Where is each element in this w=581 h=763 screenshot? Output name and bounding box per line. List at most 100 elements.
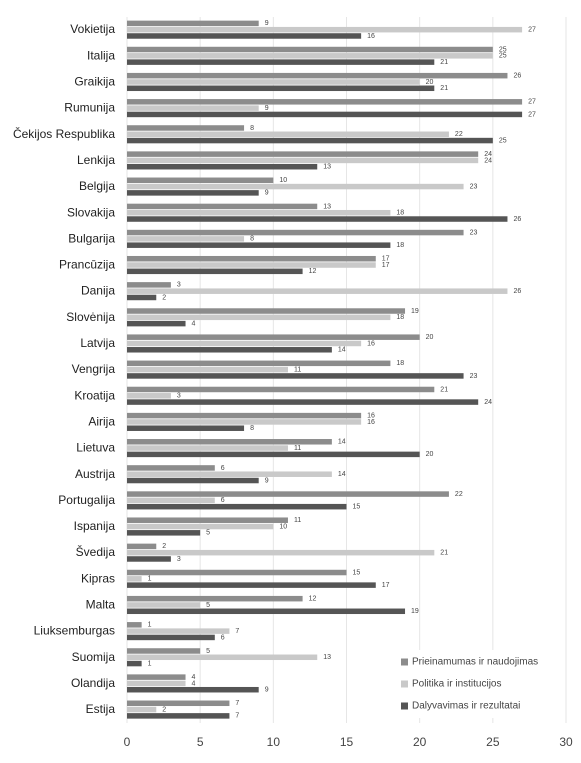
data-label: 1	[148, 660, 152, 667]
data-label: 20	[426, 79, 434, 86]
data-label: 3	[177, 393, 181, 400]
bar	[127, 334, 420, 340]
data-label: 8	[250, 236, 254, 243]
category-label: Kroatija	[74, 388, 115, 402]
data-label: 16	[367, 419, 375, 426]
category-label: Vokietija	[70, 22, 115, 36]
data-label: 1	[148, 622, 152, 629]
bar	[127, 59, 435, 65]
legend-swatch	[401, 658, 408, 666]
data-label: 17	[382, 256, 390, 263]
x-tick-label: 0	[124, 735, 131, 749]
data-label: 27	[528, 27, 536, 34]
data-label: 11	[294, 445, 301, 452]
bar	[127, 549, 435, 556]
data-label: 5	[206, 530, 210, 537]
data-label: 13	[323, 164, 331, 171]
bar	[127, 523, 274, 530]
x-tick-label: 30	[559, 735, 573, 749]
bar	[127, 608, 406, 615]
category-label: Lietuva	[76, 441, 115, 455]
data-label: 13	[323, 654, 331, 661]
bar	[127, 72, 508, 79]
data-label: 9	[265, 105, 269, 112]
bar	[127, 190, 259, 196]
data-label: 15	[353, 504, 361, 511]
bar	[127, 393, 171, 399]
bar	[127, 706, 157, 713]
data-label: 5	[206, 602, 210, 609]
category-label: Malta	[86, 598, 116, 612]
category-label: Slovėnija	[66, 310, 115, 324]
bar	[127, 216, 508, 222]
bar	[127, 209, 391, 216]
bar	[127, 491, 449, 497]
bar	[127, 157, 479, 164]
data-label: 23	[470, 373, 478, 380]
data-label: 19	[411, 608, 419, 615]
category-label: Kipras	[81, 571, 115, 585]
bar	[127, 602, 201, 608]
bar	[127, 419, 362, 425]
data-label: 22	[455, 491, 463, 498]
bar	[127, 288, 508, 294]
bar	[127, 137, 493, 144]
category-label: Airija	[88, 414, 115, 428]
data-label: 3	[177, 282, 181, 289]
bar	[127, 99, 523, 105]
data-label: 4	[192, 680, 196, 687]
bar	[127, 439, 332, 445]
category-label: Latvija	[80, 336, 115, 350]
data-label: 20	[426, 334, 434, 341]
bar	[127, 360, 391, 367]
data-label: 11	[294, 366, 301, 373]
data-label: 18	[396, 314, 404, 321]
bar	[127, 177, 274, 184]
bar	[127, 131, 449, 138]
data-label: 6	[221, 634, 225, 641]
legend-swatch	[401, 702, 408, 710]
data-label: 24	[484, 151, 492, 158]
bar	[127, 308, 406, 314]
data-label: 2	[162, 294, 166, 301]
data-label: 10	[279, 177, 287, 184]
bar	[127, 386, 435, 393]
bar	[127, 347, 332, 353]
bar	[127, 203, 318, 210]
bar	[127, 628, 230, 634]
bar	[127, 183, 464, 190]
bar	[127, 634, 215, 641]
data-label: 21	[440, 386, 448, 393]
bar	[127, 46, 493, 53]
data-label: 14	[338, 471, 346, 478]
bar	[127, 660, 142, 667]
bar	[127, 242, 391, 248]
category-label: Danija	[81, 284, 115, 298]
data-label: 14	[338, 439, 346, 446]
data-label: 26	[513, 288, 521, 295]
bar	[127, 236, 245, 242]
bar	[127, 686, 259, 693]
bar	[127, 674, 186, 680]
bar	[127, 477, 259, 484]
data-label: 18	[396, 210, 404, 217]
category-label: Ispanija	[74, 519, 116, 533]
data-label: 7	[235, 713, 239, 720]
data-label: 7	[235, 700, 239, 707]
bar	[127, 471, 332, 477]
bar	[127, 282, 171, 288]
bar	[127, 85, 435, 92]
data-label: 24	[484, 157, 492, 164]
bar	[127, 26, 523, 33]
category-label: Lenkija	[77, 153, 115, 167]
data-label: 9	[265, 20, 269, 27]
bar	[127, 373, 464, 379]
data-label: 21	[440, 59, 448, 66]
bar	[127, 595, 303, 602]
bar	[127, 314, 391, 321]
bar	[127, 503, 347, 510]
bar	[127, 125, 245, 131]
bar	[127, 530, 201, 536]
data-label: 25	[499, 53, 507, 60]
